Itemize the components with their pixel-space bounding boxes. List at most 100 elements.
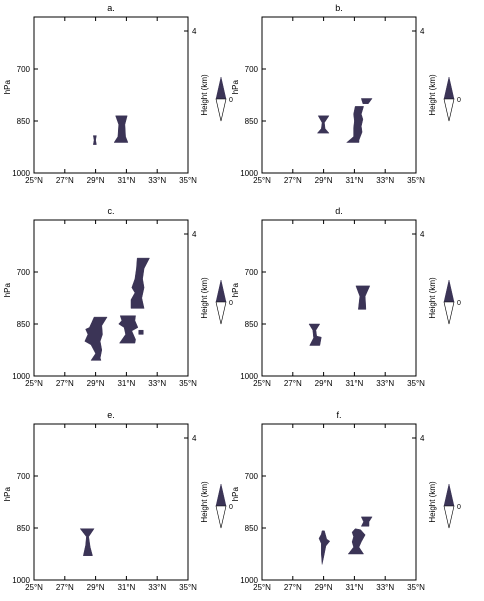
contour-region-2 — [355, 285, 371, 310]
panel-label: e. — [107, 410, 115, 420]
y-tick-label: 1000 — [12, 576, 30, 585]
contour-region-3 — [347, 528, 366, 555]
x-tick-label: 29°N — [87, 176, 105, 185]
y-tick-label: 850 — [245, 117, 259, 126]
y-axis-label: hPa — [231, 80, 240, 95]
x-tick-label: 35°N — [407, 176, 425, 185]
y-axis-label: hPa — [3, 283, 12, 298]
plot-frame — [261, 219, 417, 377]
x-tick-label: 27°N — [56, 583, 74, 592]
legend-arrow-up-icon — [443, 279, 455, 303]
legend-label: 0 — [457, 504, 461, 511]
y-tick-label: 1000 — [12, 372, 30, 381]
x-tick-label: 31°N — [117, 379, 135, 388]
legend-label: 0 — [229, 97, 233, 104]
legend-arrow-down-icon — [443, 505, 455, 529]
plot-frame — [261, 16, 417, 174]
y-tick-label: 700 — [245, 472, 259, 481]
x-tick-label: 25°N — [253, 583, 271, 592]
x-tick-label: 31°N — [345, 379, 363, 388]
contour-region-4 — [138, 329, 144, 335]
legend-arrow-down-icon — [443, 301, 455, 325]
right-axis-label: Height (km) — [200, 74, 209, 116]
contour-region-3 — [346, 106, 364, 143]
right-axis-label: Height (km) — [200, 277, 209, 319]
y-tick-label: 1000 — [240, 372, 258, 381]
x-tick-label: 33°N — [148, 176, 166, 185]
right-axis-label: Height (km) — [428, 481, 437, 523]
y-tick-label: 1000 — [12, 169, 30, 178]
chart-panel-4: d. 25°N 27°N 29°N 31°N 33°N 35°N 1000 850 700 hPa 4… — [231, 206, 461, 388]
legend-arrow-down-icon — [215, 301, 227, 325]
legend-arrow-up-icon — [215, 76, 227, 100]
x-tick-label: 25°N — [253, 176, 271, 185]
x-tick-label: 33°N — [376, 379, 394, 388]
y-tick-label: 1000 — [240, 576, 258, 585]
x-tick-label: 35°N — [407, 379, 425, 388]
x-tick-label: 27°N — [284, 583, 302, 592]
contour-region-1 — [316, 115, 330, 134]
chart-panel-6: f. 25°N 27°N 29°N 31°N 33°N 35°N 1000 850 700 hPa 4… — [231, 410, 461, 592]
legend-arrow-up-icon — [215, 483, 227, 507]
legend-arrow-down-icon — [443, 98, 455, 122]
legend-label: 0 — [229, 300, 233, 307]
panel-label: d. — [335, 206, 343, 216]
y-axis-label: hPa — [231, 283, 240, 298]
right-axis-label: Height (km) — [428, 74, 437, 116]
x-tick-label: 25°N — [253, 379, 271, 388]
y-tick-label: 850 — [17, 524, 31, 533]
plot-frame — [33, 423, 189, 581]
right-tick-label: 4 — [192, 230, 197, 239]
legend-label: 0 — [229, 504, 233, 511]
contour-region-1 — [318, 530, 331, 565]
x-tick-label: 29°N — [315, 583, 333, 592]
y-axis-label: hPa — [231, 487, 240, 502]
y-tick-label: 700 — [17, 65, 31, 74]
contour-region-2 — [118, 315, 139, 344]
panel-label: c. — [107, 206, 114, 216]
y-axis-label: hPa — [3, 487, 12, 502]
y-tick-label: 850 — [17, 117, 31, 126]
legend-arrow-down-icon — [215, 505, 227, 529]
x-tick-label: 31°N — [117, 176, 135, 185]
x-tick-label: 29°N — [315, 379, 333, 388]
plot-frame — [33, 16, 189, 174]
y-tick-label: 1000 — [240, 169, 258, 178]
contour-region-1 — [84, 316, 108, 361]
chart-panel-1: a. 25°N 27°N 29°N 31°N 33°N 35°N 1000 850 700 hPa 4… — [3, 3, 233, 185]
legend-arrow-up-icon — [215, 279, 227, 303]
chart-panel-2: b. 25°N 27°N 29°N 31°N 33°N 35°N 1000 850 700 hPa 4… — [231, 3, 461, 185]
panel-label: b. — [335, 3, 343, 13]
plot-frame — [33, 219, 189, 377]
x-tick-label: 31°N — [345, 176, 363, 185]
x-tick-label: 31°N — [345, 583, 363, 592]
y-tick-label: 700 — [245, 65, 259, 74]
x-tick-label: 27°N — [56, 379, 74, 388]
panel-label: a. — [107, 3, 115, 13]
x-tick-label: 33°N — [376, 583, 394, 592]
right-axis-label: Height (km) — [200, 481, 209, 523]
x-tick-label: 25°N — [25, 176, 43, 185]
y-axis-label: hPa — [3, 80, 12, 95]
x-tick-label: 33°N — [376, 176, 394, 185]
legend-arrow-up-icon — [443, 76, 455, 100]
x-tick-label: 33°N — [148, 583, 166, 592]
y-tick-label: 700 — [245, 268, 259, 277]
y-tick-label: 700 — [17, 268, 31, 277]
x-tick-label: 25°N — [25, 379, 43, 388]
right-tick-label: 4 — [420, 434, 425, 443]
panel-label: f. — [336, 410, 341, 420]
x-tick-label: 25°N — [25, 583, 43, 592]
x-tick-label: 35°N — [179, 379, 197, 388]
legend-label: 0 — [457, 97, 461, 104]
x-tick-label: 27°N — [284, 379, 302, 388]
contour-region-1 — [308, 323, 322, 346]
right-tick-label: 4 — [420, 27, 425, 36]
y-tick-label: 850 — [17, 320, 31, 329]
x-tick-label: 29°N — [315, 176, 333, 185]
right-tick-label: 4 — [192, 27, 197, 36]
x-tick-label: 35°N — [179, 583, 197, 592]
contour-region-3 — [130, 257, 150, 309]
y-tick-label: 850 — [245, 320, 259, 329]
